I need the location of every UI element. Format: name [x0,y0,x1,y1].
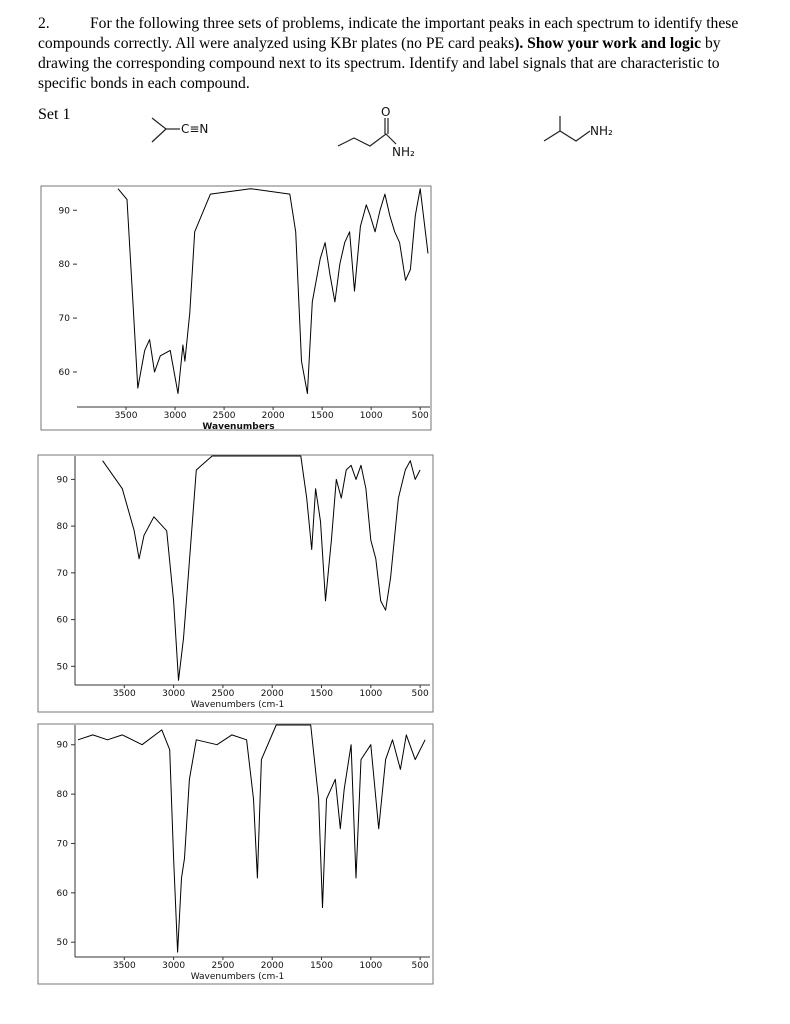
x-tick-label: 1500 [311,411,334,421]
y-tick-label: 80 [57,790,69,800]
molecule-label: O [381,105,390,119]
x-tick-label: 2000 [261,961,284,971]
x-tick-label: 2000 [261,689,284,699]
x-tick-label: 3000 [162,961,185,971]
molecule-label: C≡N [181,122,208,136]
x-tick-label: 500 [412,411,429,421]
question-number: 2. [38,15,50,32]
x-tick-label: 1000 [359,961,382,971]
y-tick-label: 90 [57,741,69,751]
y-tick-label: 80 [59,260,71,270]
x-tick-label: 2500 [211,689,234,699]
chart-frame [40,185,432,431]
question-text: For the following three sets of problems… [38,15,739,52]
set-label: Set 1 [38,106,71,123]
spectrum-line [102,455,421,681]
x-tick-label: 2500 [211,961,234,971]
y-tick-label: 90 [57,475,69,485]
x-tick-label: 500 [412,689,429,699]
x-tick-label: 1000 [360,411,383,421]
y-tick-label: 60 [57,889,69,899]
x-tick-label: 1000 [359,689,382,699]
x-tick-label: 3500 [113,961,136,971]
y-tick-label: 70 [57,569,69,579]
x-tick-label: 3000 [164,411,187,421]
chart-frame [37,723,434,985]
question: 2. For the following three sets of proble… [38,14,763,94]
x-tick-label: 1500 [310,689,333,699]
y-tick-label: 50 [57,938,69,948]
molecule-label: NH₂ [590,124,613,138]
x-axis-label: Wavenumbers (cm-1 [191,972,285,982]
spectrum-line [117,188,429,394]
y-tick-label: 80 [57,522,69,532]
y-tick-label: 60 [57,616,69,626]
question-text: by drawing the corresponding compound ne… [38,35,721,92]
y-tick-label: 60 [59,368,71,378]
x-tick-label: 3500 [113,689,136,699]
x-tick-label: 1500 [310,961,333,971]
chart-frame [37,454,434,713]
molecule-2: O NH₂ [337,105,415,159]
x-axis-label: Wavenumbers (cm-1 [191,700,285,710]
spectrum-line [77,724,426,953]
molecule-1: C≡N [151,117,208,143]
molecule-3: NH₂ [543,116,613,142]
y-tick-label: 70 [57,839,69,849]
molecule-label: NH₂ [392,145,415,159]
x-tick-label: 2500 [213,411,236,421]
question-bold: ). Show your work and logic [514,35,702,52]
x-tick-label: 2000 [262,411,285,421]
x-tick-label: 500 [412,961,429,971]
y-tick-label: 70 [59,314,71,324]
x-tick-label: 3500 [115,411,138,421]
y-tick-label: 50 [57,662,69,672]
y-tick-label: 90 [59,206,71,216]
x-tick-label: 3000 [162,689,185,699]
x-axis-label: Wavenumbers [202,422,274,432]
